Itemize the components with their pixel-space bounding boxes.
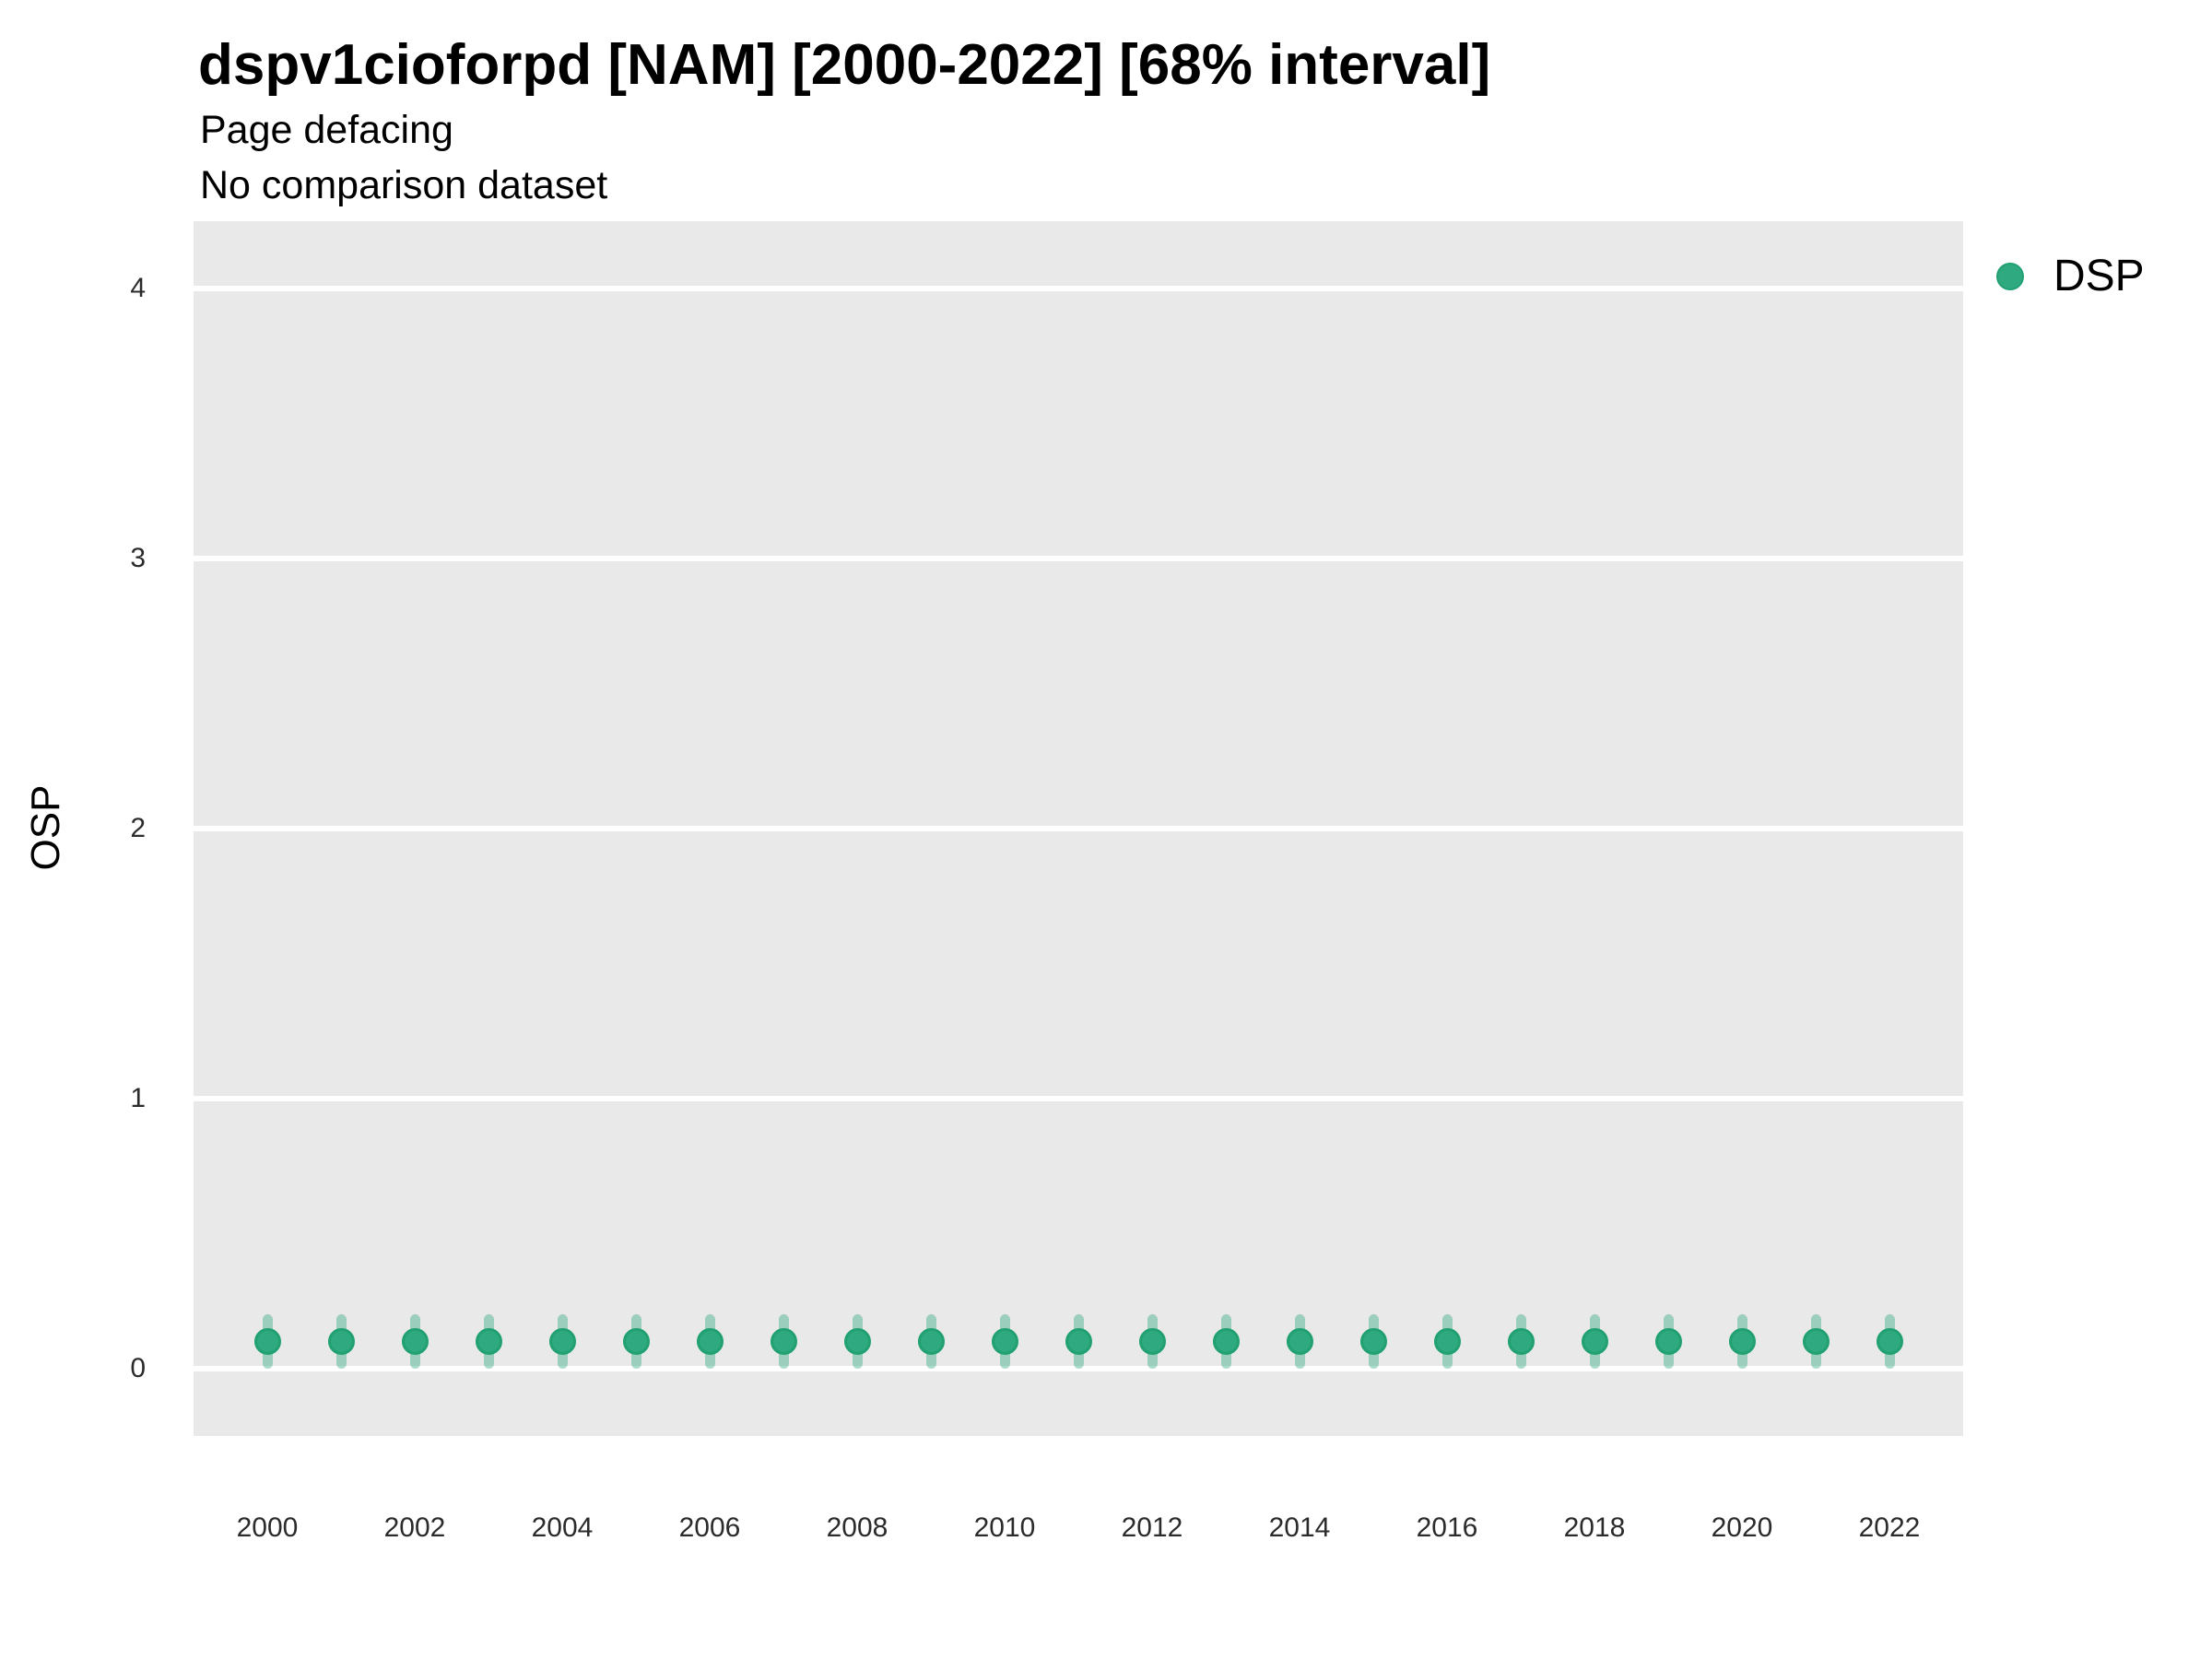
x-tick-label: 2006 [678, 1512, 741, 1543]
data-point [1876, 1327, 1903, 1355]
x-tick-label: 2014 [1268, 1512, 1331, 1543]
x-tick-label: 2018 [1563, 1512, 1626, 1543]
x-tick-label: 2022 [1858, 1512, 1921, 1543]
data-point [1138, 1327, 1166, 1355]
y-tick-label: 0 [130, 1352, 146, 1383]
data-point [1359, 1327, 1387, 1355]
legend-point-icon [1996, 263, 2024, 290]
data-point [917, 1327, 945, 1355]
legend-label: DSP [2053, 252, 2145, 300]
data-point [1507, 1327, 1535, 1355]
data-point [475, 1327, 502, 1355]
data-point [1286, 1327, 1313, 1355]
chart-subtitle-line1: Page defacing [200, 108, 453, 152]
data-point [253, 1327, 281, 1355]
x-tick-label: 2016 [1416, 1512, 1478, 1543]
chart-subtitle-line2: No comparison dataset [200, 163, 608, 207]
y-tick-label: 3 [130, 543, 146, 574]
y-tick-label: 4 [130, 273, 146, 304]
data-point [1581, 1327, 1608, 1355]
gridline-y-2 [194, 826, 1963, 831]
x-tick-label: 2002 [383, 1512, 446, 1543]
data-point [1065, 1327, 1092, 1355]
data-point [1728, 1327, 1756, 1355]
gridline-y-0 [194, 1365, 1963, 1371]
x-tick-label: 2000 [236, 1512, 299, 1543]
chart-title: dspv1cioforpd [NAM] [2000-2022] [68% int… [198, 33, 1491, 97]
data-point [1654, 1327, 1682, 1355]
plot-panel [194, 221, 1963, 1436]
x-tick-label: 2012 [1121, 1512, 1183, 1543]
y-tick-label: 1 [130, 1082, 146, 1113]
data-point [1212, 1327, 1240, 1355]
data-point [843, 1327, 871, 1355]
data-point [327, 1327, 355, 1355]
data-point [696, 1327, 724, 1355]
x-tick-label: 2008 [826, 1512, 888, 1543]
data-point [622, 1327, 650, 1355]
y-tick-label: 2 [130, 813, 146, 843]
data-point [770, 1327, 797, 1355]
data-point [991, 1327, 1018, 1355]
gridline-y-1 [194, 1095, 1963, 1101]
data-point [1433, 1327, 1461, 1355]
x-tick-label: 2010 [973, 1512, 1036, 1543]
data-point [401, 1327, 429, 1355]
data-point [1802, 1327, 1830, 1355]
gridline-y-4 [194, 286, 1963, 292]
x-tick-label: 2004 [531, 1512, 594, 1543]
data-point [548, 1327, 576, 1355]
x-tick-label: 2020 [1711, 1512, 1773, 1543]
gridline-y-3 [194, 556, 1963, 562]
